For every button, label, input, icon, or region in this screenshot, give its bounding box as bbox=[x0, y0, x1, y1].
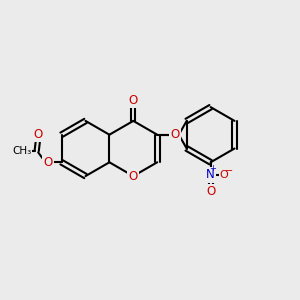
Text: +: + bbox=[210, 164, 216, 173]
Text: N: N bbox=[206, 168, 215, 182]
Text: O: O bbox=[171, 128, 180, 141]
Text: −: − bbox=[225, 166, 233, 176]
Text: O: O bbox=[44, 156, 53, 169]
Text: O: O bbox=[34, 128, 43, 141]
Text: O: O bbox=[206, 185, 215, 198]
Text: O: O bbox=[220, 170, 229, 180]
Text: O: O bbox=[129, 169, 138, 183]
Text: O: O bbox=[129, 94, 138, 107]
Text: CH₃: CH₃ bbox=[12, 146, 31, 156]
